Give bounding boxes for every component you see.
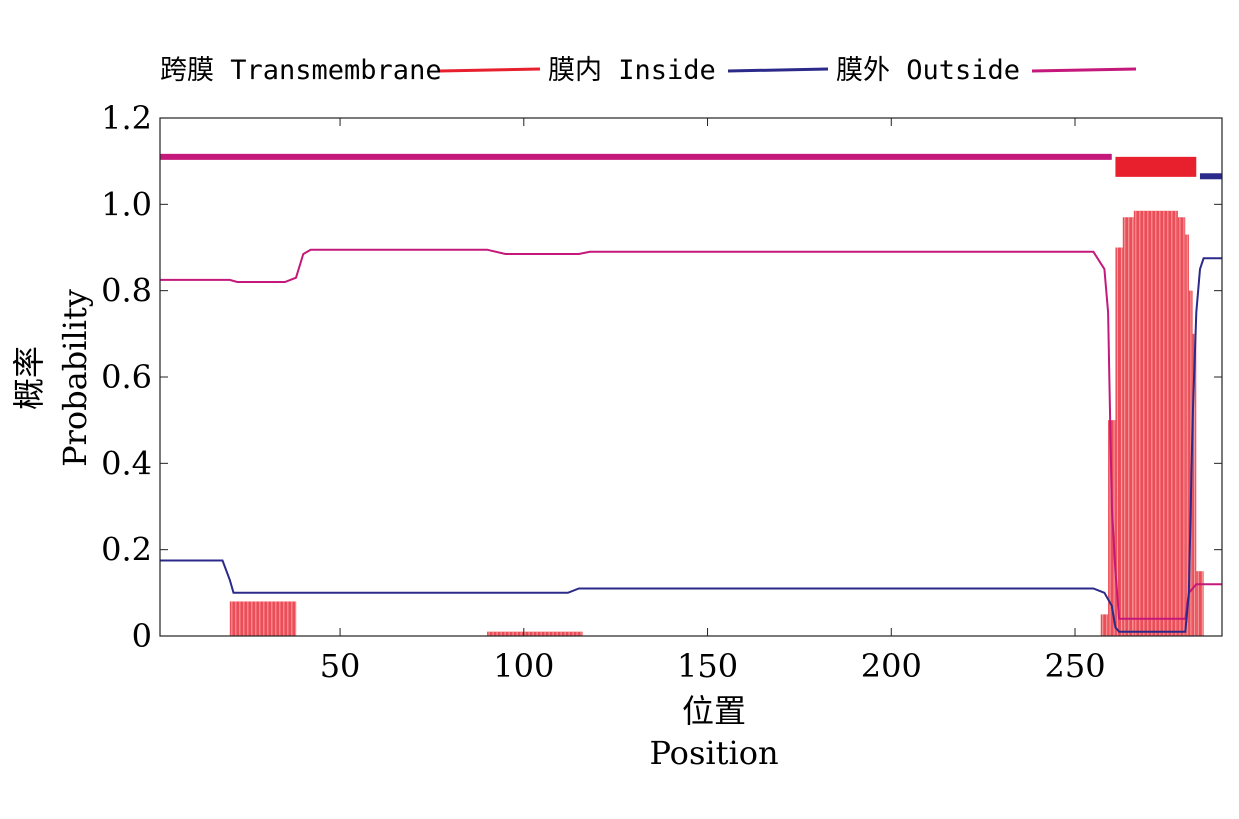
x-tick-label: 100	[493, 647, 554, 685]
series-line-inside	[160, 257, 1222, 633]
legend-label: 膜外 Outside	[836, 55, 1020, 86]
topology-transmembrane	[1115, 156, 1197, 177]
y-tick-label: 1.2	[101, 99, 152, 137]
topology-inside	[1199, 173, 1222, 180]
transmembrane-bar	[229, 601, 296, 636]
y-tick-label: 0.8	[101, 272, 152, 310]
plot-frame	[159, 117, 1223, 637]
x-axis-title-en: Position	[649, 734, 778, 772]
y-tick-label: 0.2	[101, 531, 152, 569]
transmembrane-bar	[1115, 247, 1123, 636]
transmembrane-bar	[1196, 571, 1204, 636]
topology-outside	[160, 153, 1112, 160]
y-tick-label: 0	[132, 617, 152, 655]
axis-ticks: 0 0.2 0.4 0.6 0.8 1.0 1.2 50 100 150 200 250	[101, 99, 1222, 685]
y-tick-label: 1.0	[101, 185, 152, 223]
transmembrane-bar	[487, 631, 583, 636]
y-axis-title-cn: 概率	[10, 346, 48, 410]
x-tick-label: 150	[677, 647, 738, 685]
plot-area	[159, 117, 1223, 637]
transmembrane-bar	[1177, 217, 1186, 637]
axis-titles: 概率 Probability 位置 Position	[10, 289, 779, 772]
y-tick-label: 0.6	[101, 358, 152, 396]
transmembrane-bar	[1100, 614, 1109, 636]
series-line-outside	[160, 248, 1222, 620]
x-axis-title-cn: 位置	[682, 692, 746, 730]
y-tick-label: 0.4	[101, 444, 152, 482]
y-axis-title-en: Probability	[56, 289, 94, 467]
transmembrane-bar	[1108, 420, 1116, 636]
legend-swatch	[727, 67, 829, 73]
legend-swatch	[439, 67, 541, 73]
x-tick-label: 250	[1044, 647, 1105, 685]
legend-swatch	[1031, 67, 1137, 73]
legend-label: 膜内 Inside	[548, 55, 716, 86]
legend: 跨膜 Transmembrane 膜内 Inside 膜外 Outside	[160, 55, 1137, 86]
x-tick-label: 200	[861, 647, 922, 685]
x-tick-label: 50	[320, 647, 361, 685]
legend-label: 跨膜 Transmembrane	[160, 55, 442, 86]
